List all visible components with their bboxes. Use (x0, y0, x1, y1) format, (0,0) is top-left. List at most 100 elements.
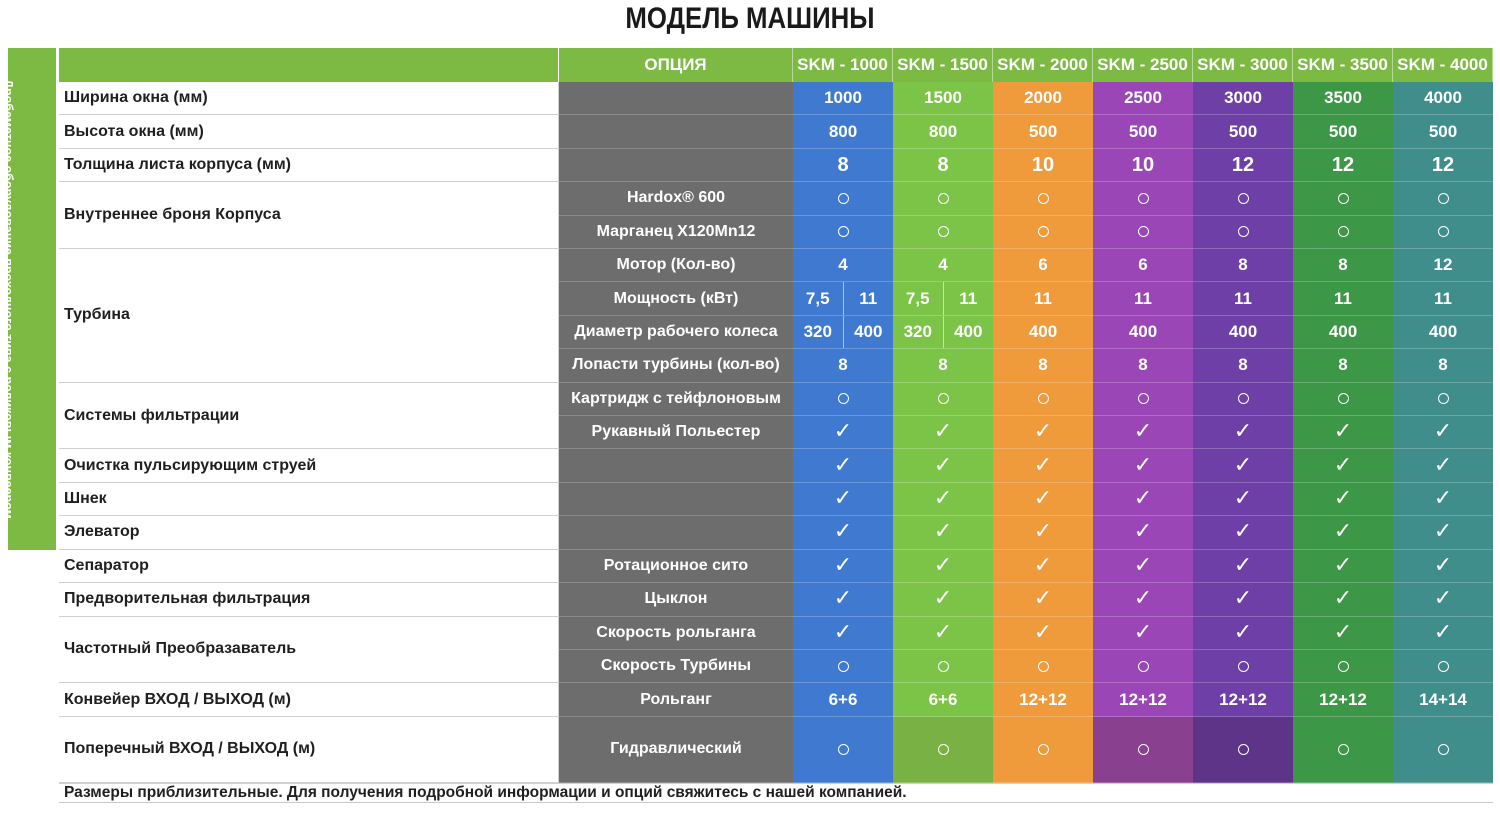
value-half: 11 (842, 282, 894, 315)
value-cell: ✓ (1193, 516, 1293, 550)
header-model: SKM - 2500 (1093, 48, 1193, 82)
value-cell-split: 7,5 11 (893, 282, 994, 316)
row-label: Ширина окна (мм) (59, 82, 559, 116)
check-icon: ✓ (1233, 586, 1253, 612)
circle-icon (1437, 192, 1449, 204)
value-cell: ✓ (893, 449, 993, 483)
check-icon: ✓ (1433, 552, 1453, 578)
value-cell (1093, 649, 1193, 684)
value-cell: ✓ (1293, 583, 1393, 617)
value-cell (993, 182, 1093, 216)
value-cell (1093, 182, 1193, 216)
value-cell (1293, 215, 1393, 250)
value-cell (993, 215, 1093, 250)
value-cell (1293, 716, 1393, 783)
check-icon: ✓ (833, 552, 853, 578)
value-cell: 400 (1093, 315, 1193, 350)
value-cell (1093, 382, 1193, 417)
value-cell (1393, 716, 1493, 783)
value-cell: ✓ (1393, 482, 1493, 517)
value-half: 11 (942, 282, 994, 315)
value-cell: ✓ (793, 583, 893, 617)
value-cell: 6 (993, 249, 1093, 283)
value-cell: 12 (1393, 148, 1493, 183)
check-icon: ✓ (833, 452, 853, 478)
option-cell: Hardox® 600 (559, 182, 793, 216)
check-icon: ✓ (1433, 519, 1453, 545)
circle-icon (1337, 660, 1349, 672)
value-cell: 11 (1293, 282, 1393, 316)
check-icon: ✓ (1133, 519, 1153, 545)
value-cell: 8 (1293, 249, 1393, 283)
value-cell: 800 (793, 115, 893, 149)
value-cell: ✓ (793, 449, 893, 483)
value-cell: ✓ (1293, 516, 1393, 550)
value-cell: ✓ (1393, 616, 1493, 650)
value-cell (893, 382, 993, 417)
value-cell: 4 (793, 249, 893, 283)
circle-icon (837, 660, 849, 672)
circle-icon (1437, 393, 1449, 405)
circle-icon (1437, 660, 1449, 672)
value-cell-split: 320 400 (893, 315, 993, 350)
check-icon: ✓ (1333, 486, 1353, 512)
circle-icon (1237, 660, 1249, 672)
circle-icon (1037, 226, 1049, 238)
value-cell: 400 (1193, 315, 1293, 350)
header-model: SKM - 4000 (1393, 48, 1493, 82)
check-icon: ✓ (1133, 619, 1153, 645)
option-cell: Марганец X120Mn12 (559, 215, 793, 250)
header-model: SKM - 1000 (793, 48, 893, 82)
row-label: Сепаратор (59, 549, 559, 584)
option-cell: Скорость Турбины (559, 649, 793, 684)
value-cell: ✓ (1393, 516, 1493, 550)
check-icon: ✓ (1233, 519, 1253, 545)
value-cell: 500 (1193, 115, 1293, 149)
footnote: Размеры приблизительные. Для получения п… (59, 782, 1493, 802)
value-cell: 500 (1093, 115, 1193, 149)
option-cell (559, 449, 793, 483)
value-half: 7,5 (905, 288, 930, 308)
circle-icon (1437, 743, 1449, 755)
value-half: 320 (903, 322, 932, 342)
value-cell: ✓ (793, 516, 893, 550)
value-cell: 12+12 (1193, 683, 1293, 717)
check-icon: ✓ (933, 619, 953, 645)
value-cell: 8 (1393, 349, 1493, 383)
spec-table: ОПЦИЯ SKM - 1000 SKM - 1500 SKM - 2000 SKM -… (59, 48, 1493, 803)
value-cell (793, 382, 893, 417)
page-title: МОДЕЛЬ МАШИНЫ (625, 2, 875, 35)
value-cell: ✓ (1193, 583, 1293, 617)
value-half: 400 (842, 315, 894, 349)
circle-icon (1137, 393, 1149, 405)
value-cell: ✓ (1293, 449, 1393, 483)
row-label: Высота окна (мм) (59, 115, 559, 149)
value-cell: ✓ (893, 516, 993, 550)
value-cell: 11 (1393, 282, 1493, 316)
value-cell: 6+6 (893, 683, 993, 717)
value-cell: ✓ (1193, 482, 1293, 517)
check-icon: ✓ (933, 486, 953, 512)
option-cell: Ротационное сито (559, 549, 793, 584)
value-cell: ✓ (993, 482, 1093, 517)
circle-icon (837, 393, 849, 405)
circle-icon (1337, 226, 1349, 238)
circle-icon (1337, 393, 1349, 405)
option-cell (559, 148, 793, 183)
circle-icon (1237, 743, 1249, 755)
row-label: Толщина листа корпуса (мм) (59, 148, 559, 183)
check-icon: ✓ (1433, 452, 1453, 478)
circle-icon (937, 393, 949, 405)
check-icon: ✓ (933, 419, 953, 445)
circle-icon (1337, 743, 1349, 755)
value-cell: 8 (1293, 349, 1393, 383)
value-cell: ✓ (993, 516, 1093, 550)
value-cell: 8 (993, 349, 1093, 383)
check-icon: ✓ (1233, 619, 1253, 645)
circle-icon (1137, 743, 1149, 755)
circle-icon (1337, 192, 1349, 204)
value-cell: ✓ (1093, 616, 1193, 650)
check-icon: ✓ (933, 519, 953, 545)
check-icon: ✓ (1033, 552, 1053, 578)
check-icon: ✓ (833, 519, 853, 545)
